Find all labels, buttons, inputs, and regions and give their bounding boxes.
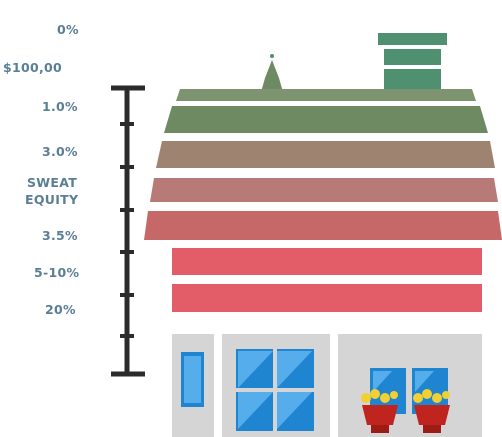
label-three-pct: 3.0% bbox=[42, 144, 78, 159]
roof-finial bbox=[261, 54, 283, 92]
flower-icon bbox=[361, 393, 371, 403]
flower-icon bbox=[390, 391, 398, 399]
finial-tip bbox=[270, 54, 274, 58]
chimney-cap bbox=[378, 33, 447, 45]
window-transom bbox=[236, 388, 314, 392]
facade-right-panel bbox=[338, 334, 482, 437]
chimney-gap bbox=[384, 45, 441, 49]
flower-pot bbox=[362, 405, 398, 425]
flower-pot-base bbox=[423, 425, 441, 433]
chimney bbox=[378, 33, 447, 91]
label-sweat: SWEAT bbox=[27, 175, 77, 190]
roof-band-5 bbox=[144, 211, 502, 240]
window-glare bbox=[373, 371, 392, 392]
chimney-lower bbox=[384, 69, 441, 91]
window-glare bbox=[415, 371, 434, 392]
flowers-left bbox=[361, 389, 398, 433]
scale-axis bbox=[111, 85, 145, 377]
flower-icon bbox=[442, 391, 450, 399]
flower-icon bbox=[422, 389, 432, 399]
flower-icon bbox=[380, 393, 390, 403]
roof-band-2 bbox=[164, 106, 488, 133]
roof-band-1 bbox=[176, 89, 476, 101]
chimney-upper bbox=[384, 49, 441, 65]
roof-band-4 bbox=[150, 178, 498, 202]
roof-band-3 bbox=[156, 141, 495, 168]
label-zero-pct: 0% bbox=[57, 22, 79, 37]
window-glare bbox=[277, 392, 312, 429]
label-twenty-pct: 20% bbox=[45, 302, 76, 317]
flower-icon bbox=[432, 393, 442, 403]
flower-pot bbox=[414, 405, 450, 425]
label-equity: EQUITY bbox=[25, 192, 79, 207]
wall-band-2 bbox=[172, 284, 482, 312]
label-dollar: $100,00 bbox=[3, 60, 62, 75]
window-glare bbox=[277, 351, 312, 388]
flower-icon bbox=[413, 393, 423, 403]
label-five-ten-pct: 5-10% bbox=[34, 265, 79, 280]
flower-icon bbox=[370, 389, 380, 399]
house-facade bbox=[172, 334, 482, 437]
label-one-pct: 1.0% bbox=[42, 99, 78, 114]
window-glare bbox=[238, 351, 273, 388]
window-glare bbox=[238, 392, 273, 429]
label-three-five-pct: 3.5% bbox=[42, 228, 78, 243]
wall-band-1 bbox=[172, 248, 482, 275]
chimney-gap bbox=[384, 65, 441, 69]
window-small-pane bbox=[184, 356, 201, 403]
flower-pot-base bbox=[371, 425, 389, 433]
finial-body bbox=[261, 60, 283, 92]
flowers-right bbox=[413, 389, 450, 433]
window-large bbox=[236, 349, 314, 431]
